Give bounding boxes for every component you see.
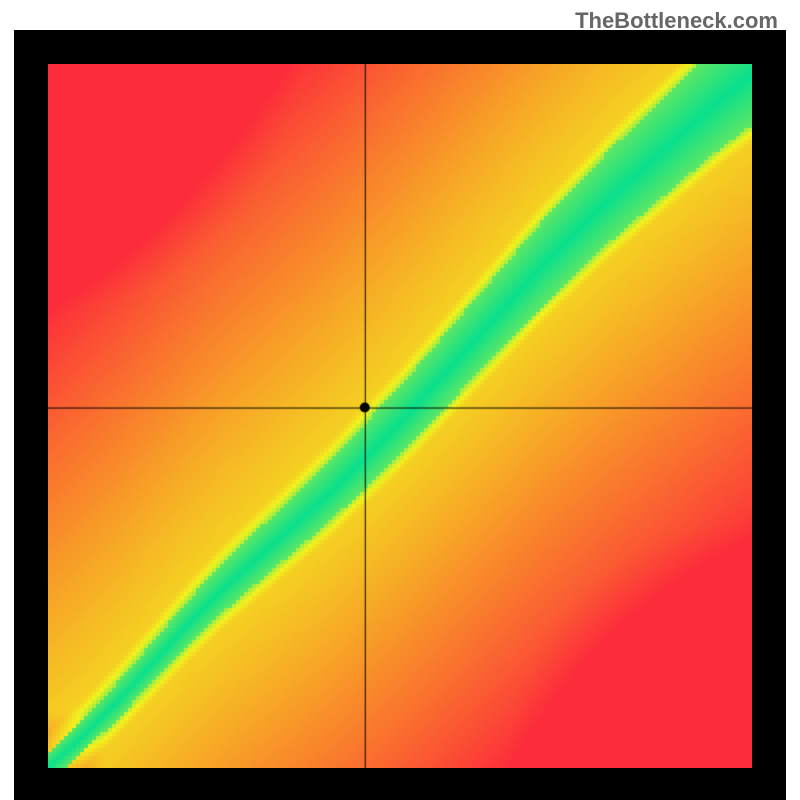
watermark-text: TheBottleneck.com — [575, 8, 778, 34]
crosshair-overlay — [48, 64, 752, 768]
